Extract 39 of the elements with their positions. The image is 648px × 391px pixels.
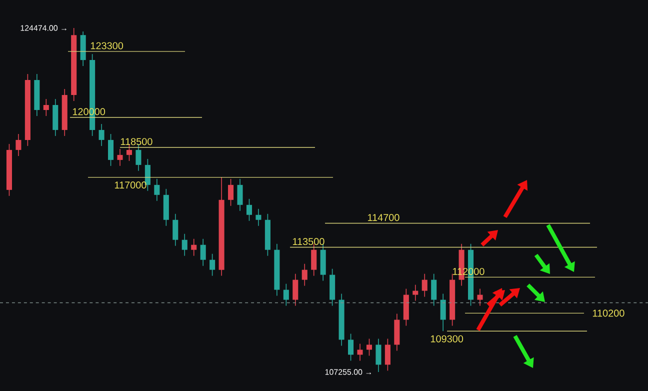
candlestick [348, 333, 354, 362]
candlestick [384, 338, 390, 372]
candlestick [200, 238, 206, 266]
ref-line-label: 118500 [120, 138, 152, 146]
candlestick [98, 124, 104, 146]
ref-line-label: 109300 [430, 335, 464, 342]
ref-line-label: 117000 [114, 182, 146, 189]
ref-line-label: 123300 [90, 42, 124, 50]
candlestick [191, 238, 197, 256]
candlestick [246, 198, 252, 222]
ref-line-label: 110200 [592, 310, 624, 317]
candlestick [228, 178, 234, 206]
candlestick [357, 343, 363, 362]
candlestick [376, 338, 382, 372]
candlestick [256, 208, 262, 226]
ref-line-label: 113500 [292, 238, 324, 246]
candlestick [43, 98, 49, 116]
candlestick [431, 273, 437, 306]
candlestick [412, 284, 418, 302]
candlestick [136, 144, 142, 172]
candlestick [302, 263, 308, 286]
candlestick [366, 338, 372, 356]
ref-line-label: 114700 [368, 214, 400, 222]
candlestick [108, 134, 114, 166]
candlestick [16, 134, 22, 156]
candlestick [237, 178, 243, 212]
candlestick [440, 293, 446, 332]
candlestick [126, 144, 132, 162]
candlestick [172, 213, 178, 246]
candlestick [210, 253, 216, 276]
candlestick [182, 233, 188, 256]
candlestick [477, 288, 483, 306]
candlestick [144, 158, 150, 192]
candlestick [422, 273, 428, 298]
candlestick [117, 148, 123, 166]
candlestick [283, 283, 289, 306]
candlestick [311, 243, 317, 276]
candlestick [154, 178, 160, 202]
candlestick [292, 273, 298, 306]
